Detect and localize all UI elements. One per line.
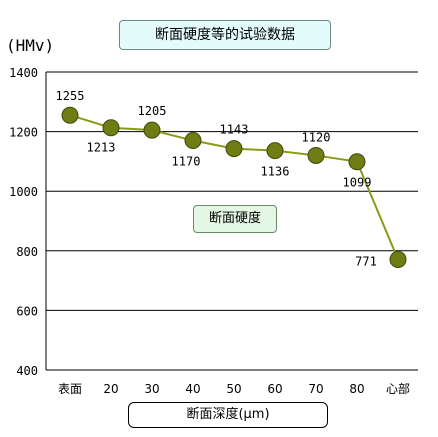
x-tick-label: 70 bbox=[308, 382, 323, 396]
data-point bbox=[143, 121, 161, 139]
x-tick-label: 80 bbox=[349, 382, 364, 396]
data-point bbox=[307, 146, 325, 164]
data-point bbox=[225, 140, 243, 158]
data-point bbox=[61, 106, 79, 124]
data-point bbox=[102, 119, 120, 137]
x-tick-label: 40 bbox=[185, 382, 200, 396]
x-tick-label: 60 bbox=[267, 382, 282, 396]
x-tick-label: 心部 bbox=[386, 381, 410, 396]
data-point bbox=[348, 153, 366, 171]
x-tick-label: 30 bbox=[144, 382, 159, 396]
data-point bbox=[266, 142, 284, 160]
x-tick-label: 表面 bbox=[58, 382, 82, 396]
data-point bbox=[184, 132, 202, 150]
data-label: 1099 bbox=[343, 176, 372, 190]
y-tick-label: 600 bbox=[16, 304, 38, 318]
data-label: 1170 bbox=[172, 155, 201, 169]
x-tick-label: 50 bbox=[226, 382, 241, 396]
data-label: 1143 bbox=[220, 123, 249, 137]
data-point bbox=[389, 250, 407, 268]
data-label: 1205 bbox=[138, 104, 167, 118]
y-tick-label: 800 bbox=[16, 245, 38, 259]
data-label: 1213 bbox=[87, 141, 116, 155]
data-label: 1136 bbox=[261, 165, 290, 179]
data-label: 771 bbox=[355, 254, 377, 268]
y-axis-label: (HMv) bbox=[6, 36, 55, 55]
data-label: 1120 bbox=[302, 130, 331, 144]
y-tick-label: 400 bbox=[16, 364, 38, 378]
x-tick-label: 20 bbox=[103, 382, 118, 396]
y-tick-label: 1000 bbox=[9, 185, 38, 199]
y-tick-label: 1200 bbox=[9, 126, 38, 140]
series-legend: 断面硬度 bbox=[193, 205, 277, 233]
y-tick-label: 1400 bbox=[9, 66, 38, 80]
chart-title: 断面硬度等的试验数据 bbox=[119, 20, 331, 50]
data-label: 1255 bbox=[56, 89, 85, 103]
x-axis-label: 断面深度(μm) bbox=[128, 402, 328, 428]
